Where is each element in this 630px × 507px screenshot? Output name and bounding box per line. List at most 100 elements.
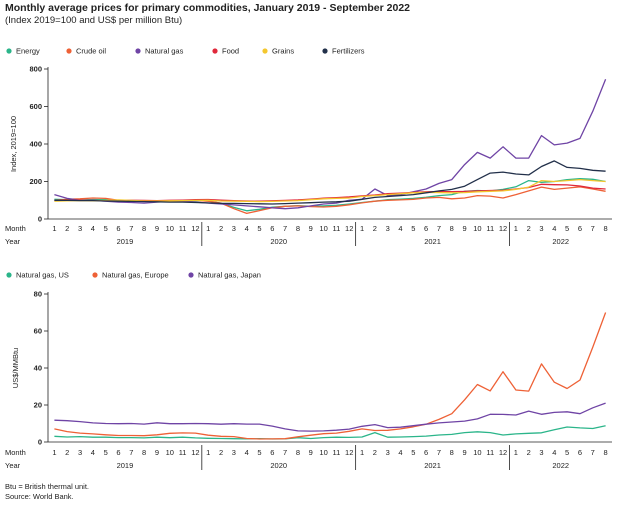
month-tick-label: 2 [219,224,223,233]
month-tick-label: 11 [333,448,341,457]
month-tick-label: 12 [499,448,507,457]
y-tick-label: 20 [34,401,42,410]
y-tick-label: 400 [29,140,42,149]
month-tick-label: 11 [333,224,341,233]
month-tick-label: 1 [206,224,210,233]
month-tick-label: 4 [398,448,402,457]
month-tick-label: 9 [309,448,313,457]
y-tick-label: 800 [29,65,42,74]
legend-label-natural-gas-japan: Natural gas, Japan [198,271,261,280]
year-label-2020: 2020 [270,461,287,470]
month-tick-label: 10 [319,448,327,457]
month-tick-label: 8 [604,448,608,457]
month-tick-label: 8 [296,224,300,233]
month-tick-label: 7 [129,448,133,457]
month-tick-label: 6 [578,224,582,233]
month-tick-label: 1 [52,448,56,457]
month-tick-label: 11 [179,224,187,233]
month-tick-label: 4 [245,224,249,233]
month-tick-label: 1 [514,448,518,457]
month-tick-label: 10 [319,224,327,233]
month-tick-label: 9 [463,224,467,233]
month-tick-label: 10 [166,224,174,233]
year-label-2021: 2021 [424,461,441,470]
legend-label-natural-gas-europe: Natural gas, Europe [102,271,169,280]
series-line-natural-gas [54,79,607,210]
month-tick-label: 8 [450,448,454,457]
month-tick-label: 9 [155,224,159,233]
month-axis-title: Month [5,448,26,457]
legend-label-natural-gas: Natural gas [145,47,184,56]
y-axis-label: US$/MMBtu [11,348,20,388]
legend-label-energy: Energy [16,47,40,56]
month-tick-label: 8 [296,448,300,457]
month-tick-label: 9 [309,224,313,233]
y-tick-label: 60 [34,327,42,336]
month-tick-label: 11 [486,224,494,233]
month-tick-label: 7 [591,448,595,457]
legend-label-food: Food [222,47,239,56]
month-tick-label: 5 [411,224,415,233]
series-line-natural-gas-europe [54,312,607,440]
footnote: Btu = British thermal unit. [5,482,89,491]
chart-panel-1: Energy Crude oil Natural gas Food Grains Fert… [5,47,612,246]
month-tick-label: 2 [373,448,377,457]
series-line-natural-gas-us [54,425,606,440]
month-tick-label: 1 [360,448,364,457]
month-tick-label: 4 [91,448,95,457]
legend-marker-fertilizers [322,48,328,54]
month-tick-label: 3 [232,448,236,457]
month-tick-label: 7 [283,448,287,457]
month-tick-label: 5 [565,448,569,457]
chart-panel-2: Natural gas, US Natural gas, Europe Natura… [5,271,612,470]
month-tick-label: 8 [142,224,146,233]
legend-label-grains: Grains [272,47,294,56]
month-tick-label: 11 [486,448,494,457]
legend-label-fertilizers: Fertilizers [332,47,365,56]
legend-label-natural-gas-us: Natural gas, US [16,271,69,280]
legend-marker-energy [6,48,12,54]
legend-marker-natural-gas [135,48,141,54]
month-tick-label: 7 [591,224,595,233]
year-label-2020: 2020 [270,237,287,246]
legend-marker-food [212,48,218,54]
year-axis-title: Year [5,237,21,246]
month-tick-label: 7 [129,224,133,233]
month-tick-label: 2 [65,448,69,457]
month-tick-label: 1 [52,224,56,233]
month-tick-label: 7 [437,224,441,233]
month-tick-label: 6 [270,224,274,233]
month-tick-label: 3 [539,224,543,233]
month-tick-label: 10 [473,224,481,233]
legend-marker-natural-gas-europe [92,272,98,278]
month-tick-label: 12 [345,224,353,233]
y-axis-label: Index, 2019=100 [9,116,18,172]
month-tick-label: 4 [552,224,556,233]
year-axis-title: Year [5,461,21,470]
month-axis-title: Month [5,224,26,233]
month-tick-label: 2 [527,224,531,233]
legend-label-crude-oil: Crude oil [76,47,106,56]
month-tick-label: 1 [360,224,364,233]
month-tick-label: 1 [514,224,518,233]
month-tick-label: 11 [179,448,187,457]
month-tick-label: 7 [283,224,287,233]
year-label-2021: 2021 [424,237,441,246]
month-tick-label: 10 [473,448,481,457]
month-tick-label: 3 [78,224,82,233]
month-tick-label: 3 [539,448,543,457]
month-tick-label: 12 [191,448,199,457]
year-label-2019: 2019 [117,461,134,470]
month-tick-label: 6 [270,448,274,457]
y-tick-label: 80 [34,290,42,299]
year-label-2022: 2022 [552,237,569,246]
month-tick-label: 6 [116,448,120,457]
month-tick-label: 8 [604,224,608,233]
y-tick-label: 0 [38,215,42,224]
month-tick-label: 4 [398,224,402,233]
legend-marker-natural-gas-us [6,272,12,278]
month-tick-label: 3 [386,448,390,457]
month-tick-label: 1 [206,448,210,457]
month-tick-label: 12 [191,224,199,233]
